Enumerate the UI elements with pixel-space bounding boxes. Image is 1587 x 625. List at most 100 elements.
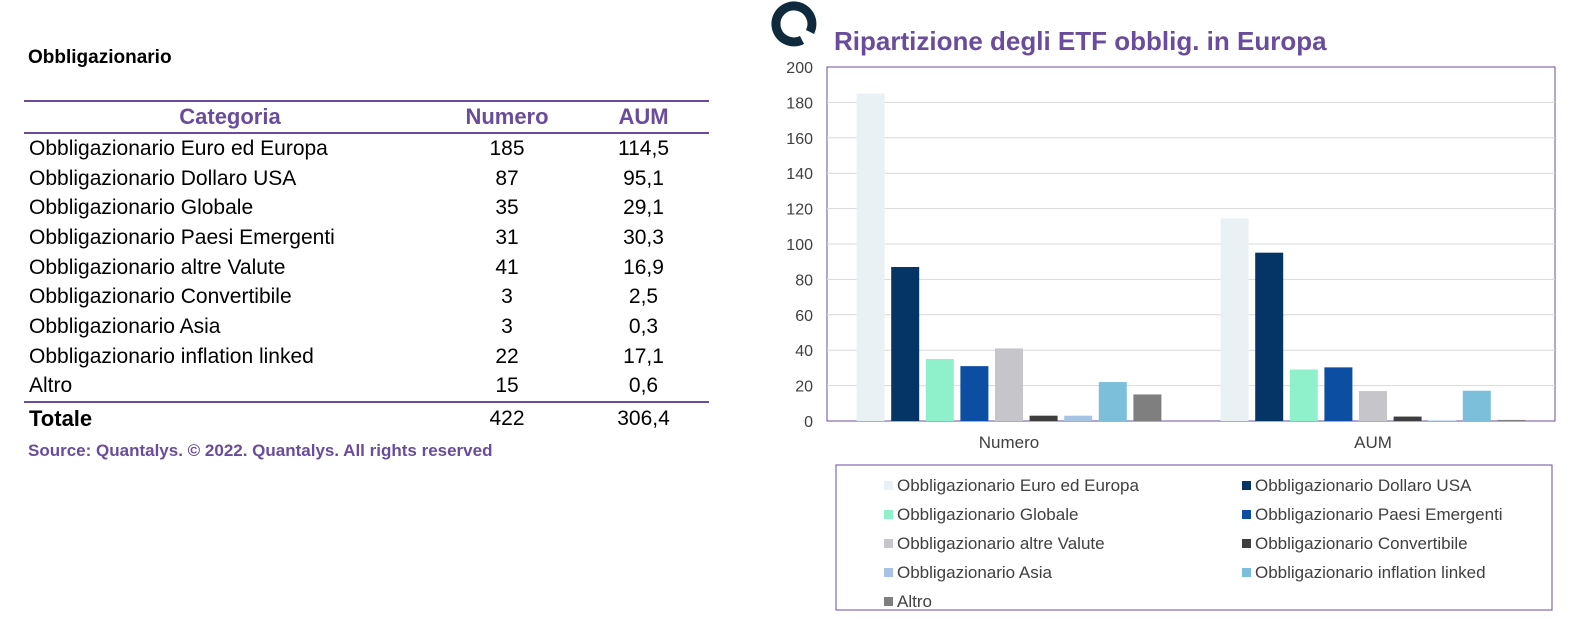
bar <box>1098 382 1127 421</box>
grid-lines <box>827 101 1555 387</box>
bar <box>1428 420 1457 421</box>
bar <box>960 366 989 421</box>
cell-category: Obbligazionario Paesi Emergenti <box>29 225 335 249</box>
bar <box>1359 391 1387 421</box>
cell-aum: 114,5 <box>618 136 669 160</box>
table-row: Obbligazionario Asia 3 0,3 <box>24 312 709 342</box>
legend-label: Obbligazionario Asia <box>897 563 1053 582</box>
legend-label: Obbligazionario Dollaro USA <box>1255 476 1472 495</box>
cell-numero: 3 <box>501 314 513 338</box>
bar <box>995 348 1023 421</box>
cell-aum: 29,1 <box>623 196 664 220</box>
table-row: Altro 15 0,6 <box>24 372 709 403</box>
legend-label: Obbligazionario Paesi Emergenti <box>1255 505 1503 524</box>
cell-numero: 87 <box>495 166 519 190</box>
y-axis-ticks: 0 20 40 60 80 100 120 140 160 180 200 <box>786 60 813 431</box>
cell-category: Obbligazionario Euro ed Europa <box>29 136 328 160</box>
legend-swatch <box>1242 481 1251 490</box>
y-tick-label: 60 <box>795 308 813 325</box>
y-tick-label: 100 <box>786 237 813 254</box>
legend-label: Obbligazionario altre Valute <box>897 534 1105 553</box>
header-categoria: Categoria <box>24 100 436 134</box>
y-tick-label: 120 <box>786 202 813 219</box>
bar <box>1064 415 1093 421</box>
cell-category: Obbligazionario Convertibile <box>29 285 292 309</box>
cell-aum: 0,6 <box>628 374 659 398</box>
legend: Obbligazionario Euro ed Europa Obbligazio… <box>884 476 1503 611</box>
ring-logo-icon <box>771 1 817 47</box>
table-total-row: Totale 422 306,4 <box>24 401 709 436</box>
cell-numero: 15 <box>495 374 519 398</box>
legend-label: Altro <box>897 592 932 611</box>
legend-swatch <box>884 597 893 606</box>
legend-label: Obbligazionario Globale <box>897 505 1078 524</box>
cell-aum: 95,1 <box>623 166 664 190</box>
y-tick-label: 160 <box>786 131 813 148</box>
table-row: Obbligazionario Dollaro USA 87 95,1 <box>24 164 709 194</box>
y-tick-label: 180 <box>786 95 813 112</box>
cell-numero: 41 <box>495 255 519 279</box>
source-note: Source: Quantalys. © 2022. Quantalys. Al… <box>28 441 493 460</box>
bar <box>1324 367 1353 421</box>
cell-aum: 16,9 <box>623 255 664 279</box>
table-row: Obbligazionario Euro ed Europa 185 114,5 <box>24 133 709 164</box>
y-tick-label: 200 <box>786 60 813 77</box>
cell-category: Obbligazionario Globale <box>29 196 254 220</box>
cell-category: Obbligazionario altre Valute <box>29 255 286 279</box>
table-row: Obbligazionario Globale 35 29,1 <box>24 193 709 223</box>
bar <box>1133 394 1162 421</box>
x-axis-categories: Numero AUM <box>979 433 1392 452</box>
header-aum: AUM <box>578 100 709 134</box>
y-tick-label: 80 <box>795 272 813 289</box>
cell-category: Altro <box>29 374 73 398</box>
legend-label: Obbligazionario inflation linked <box>1255 563 1486 582</box>
cell-numero: 3 <box>501 285 513 309</box>
y-tick-label: 0 <box>804 414 813 431</box>
x-category-label: Numero <box>979 433 1039 452</box>
legend-label: Obbligazionario Convertibile <box>1255 534 1468 553</box>
cell-numero: 22 <box>495 344 519 368</box>
legend-swatch <box>1242 539 1251 548</box>
cell-category: Obbligazionario Asia <box>29 314 221 338</box>
table-row: Obbligazionario altre Valute 41 16,9 <box>24 253 709 283</box>
table-header-row: Categoria Numero AUM <box>24 100 709 134</box>
bar <box>1220 218 1249 421</box>
x-category-label: AUM <box>1354 433 1392 452</box>
bar <box>1029 415 1058 421</box>
bar <box>856 93 885 422</box>
legend-frame <box>835 464 1553 611</box>
cell-aum: 30,3 <box>623 225 664 249</box>
bar <box>1497 419 1526 421</box>
header-numero: Numero <box>436 100 578 134</box>
y-tick-label: 20 <box>795 379 813 396</box>
legend-swatch <box>1242 510 1251 519</box>
legend-swatch <box>1242 568 1251 577</box>
legend-swatch <box>884 510 893 519</box>
legend-swatch <box>884 539 893 548</box>
cell-numero: 35 <box>495 196 519 220</box>
bar <box>1289 369 1318 421</box>
bar <box>925 359 954 421</box>
cell-aum: 2,5 <box>628 285 659 309</box>
bar <box>1462 390 1491 421</box>
bar <box>891 267 920 421</box>
cell-category: Obbligazionario Dollaro USA <box>29 166 297 190</box>
bars <box>856 93 1526 422</box>
section-title: Obbligazionario <box>28 47 172 68</box>
total-aum: 306,4 <box>578 401 709 436</box>
total-label: Totale <box>24 401 436 436</box>
total-numero: 422 <box>436 401 578 436</box>
y-tick-label: 40 <box>795 343 813 360</box>
cell-numero: 185 <box>489 136 525 160</box>
cell-aum: 0,3 <box>628 314 659 338</box>
table-row: Obbligazionario Convertibile 3 2,5 <box>24 282 709 312</box>
chart-title: Ripartizione degli ETF obblig. in Europa <box>834 26 1327 56</box>
cell-category: Obbligazionario inflation linked <box>29 344 314 368</box>
cell-numero: 31 <box>495 225 519 249</box>
summary-table: Categoria Numero AUM Obbligazionario Eur… <box>24 100 709 436</box>
table-row: Obbligazionario Paesi Emergenti 31 30,3 <box>24 223 709 253</box>
bar <box>1393 416 1422 421</box>
bar <box>1255 252 1284 421</box>
legend-swatch <box>884 568 893 577</box>
